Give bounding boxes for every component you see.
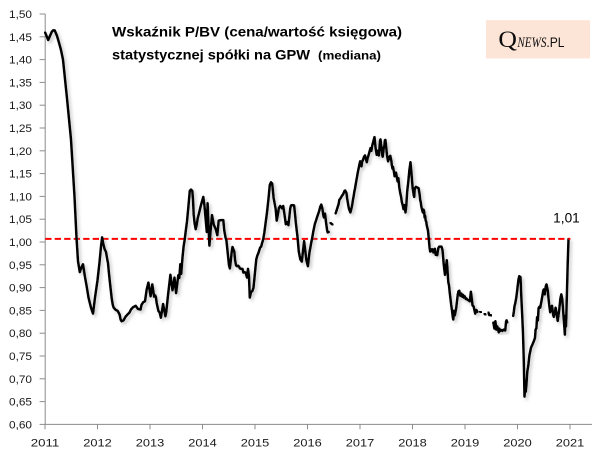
svg-text:1,10: 1,10	[9, 191, 32, 203]
svg-text:2014: 2014	[188, 438, 217, 450]
svg-text:2016: 2016	[293, 438, 322, 450]
svg-text:1,40: 1,40	[9, 55, 32, 67]
svg-text:1,20: 1,20	[9, 146, 32, 158]
svg-text:1,30: 1,30	[9, 100, 32, 112]
svg-text:2017: 2017	[346, 438, 375, 450]
svg-text:1,05: 1,05	[9, 214, 32, 226]
svg-text:.PL: .PL	[546, 34, 564, 50]
svg-text:0,95: 0,95	[9, 260, 32, 272]
svg-text:Q: Q	[498, 27, 517, 52]
svg-text:0,75: 0,75	[9, 351, 32, 363]
svg-text:1,50: 1,50	[9, 9, 32, 21]
svg-text:1,25: 1,25	[9, 123, 32, 135]
svg-text:1,00: 1,00	[9, 237, 32, 249]
svg-text:0,80: 0,80	[9, 328, 32, 340]
svg-text:Wskaźnik P/BV (cena/wartość ks: Wskaźnik P/BV (cena/wartość księgowa)	[112, 25, 402, 40]
svg-text:0,65: 0,65	[9, 397, 32, 409]
svg-text:1,01: 1,01	[553, 211, 580, 226]
svg-text:2015: 2015	[241, 438, 270, 450]
svg-text:1,45: 1,45	[9, 32, 32, 44]
svg-text:1,35: 1,35	[9, 77, 32, 89]
svg-text:2012: 2012	[83, 438, 112, 450]
svg-text:0,85: 0,85	[9, 305, 32, 317]
svg-text:2020: 2020	[503, 438, 532, 450]
svg-text:statystycznej spółki na GPW(me: statystycznej spółki na GPW (mediana)	[112, 47, 381, 62]
svg-text:NEWS: NEWS	[517, 34, 547, 51]
svg-text:1,15: 1,15	[9, 169, 32, 181]
svg-text:2013: 2013	[136, 438, 165, 450]
svg-text:2018: 2018	[398, 438, 427, 450]
svg-text:2011: 2011	[31, 438, 60, 450]
svg-text:0,70: 0,70	[9, 374, 32, 386]
svg-text:2021: 2021	[556, 438, 585, 450]
svg-text:2019: 2019	[451, 438, 480, 450]
svg-text:0,90: 0,90	[9, 283, 32, 295]
svg-text:0,60: 0,60	[9, 419, 32, 431]
